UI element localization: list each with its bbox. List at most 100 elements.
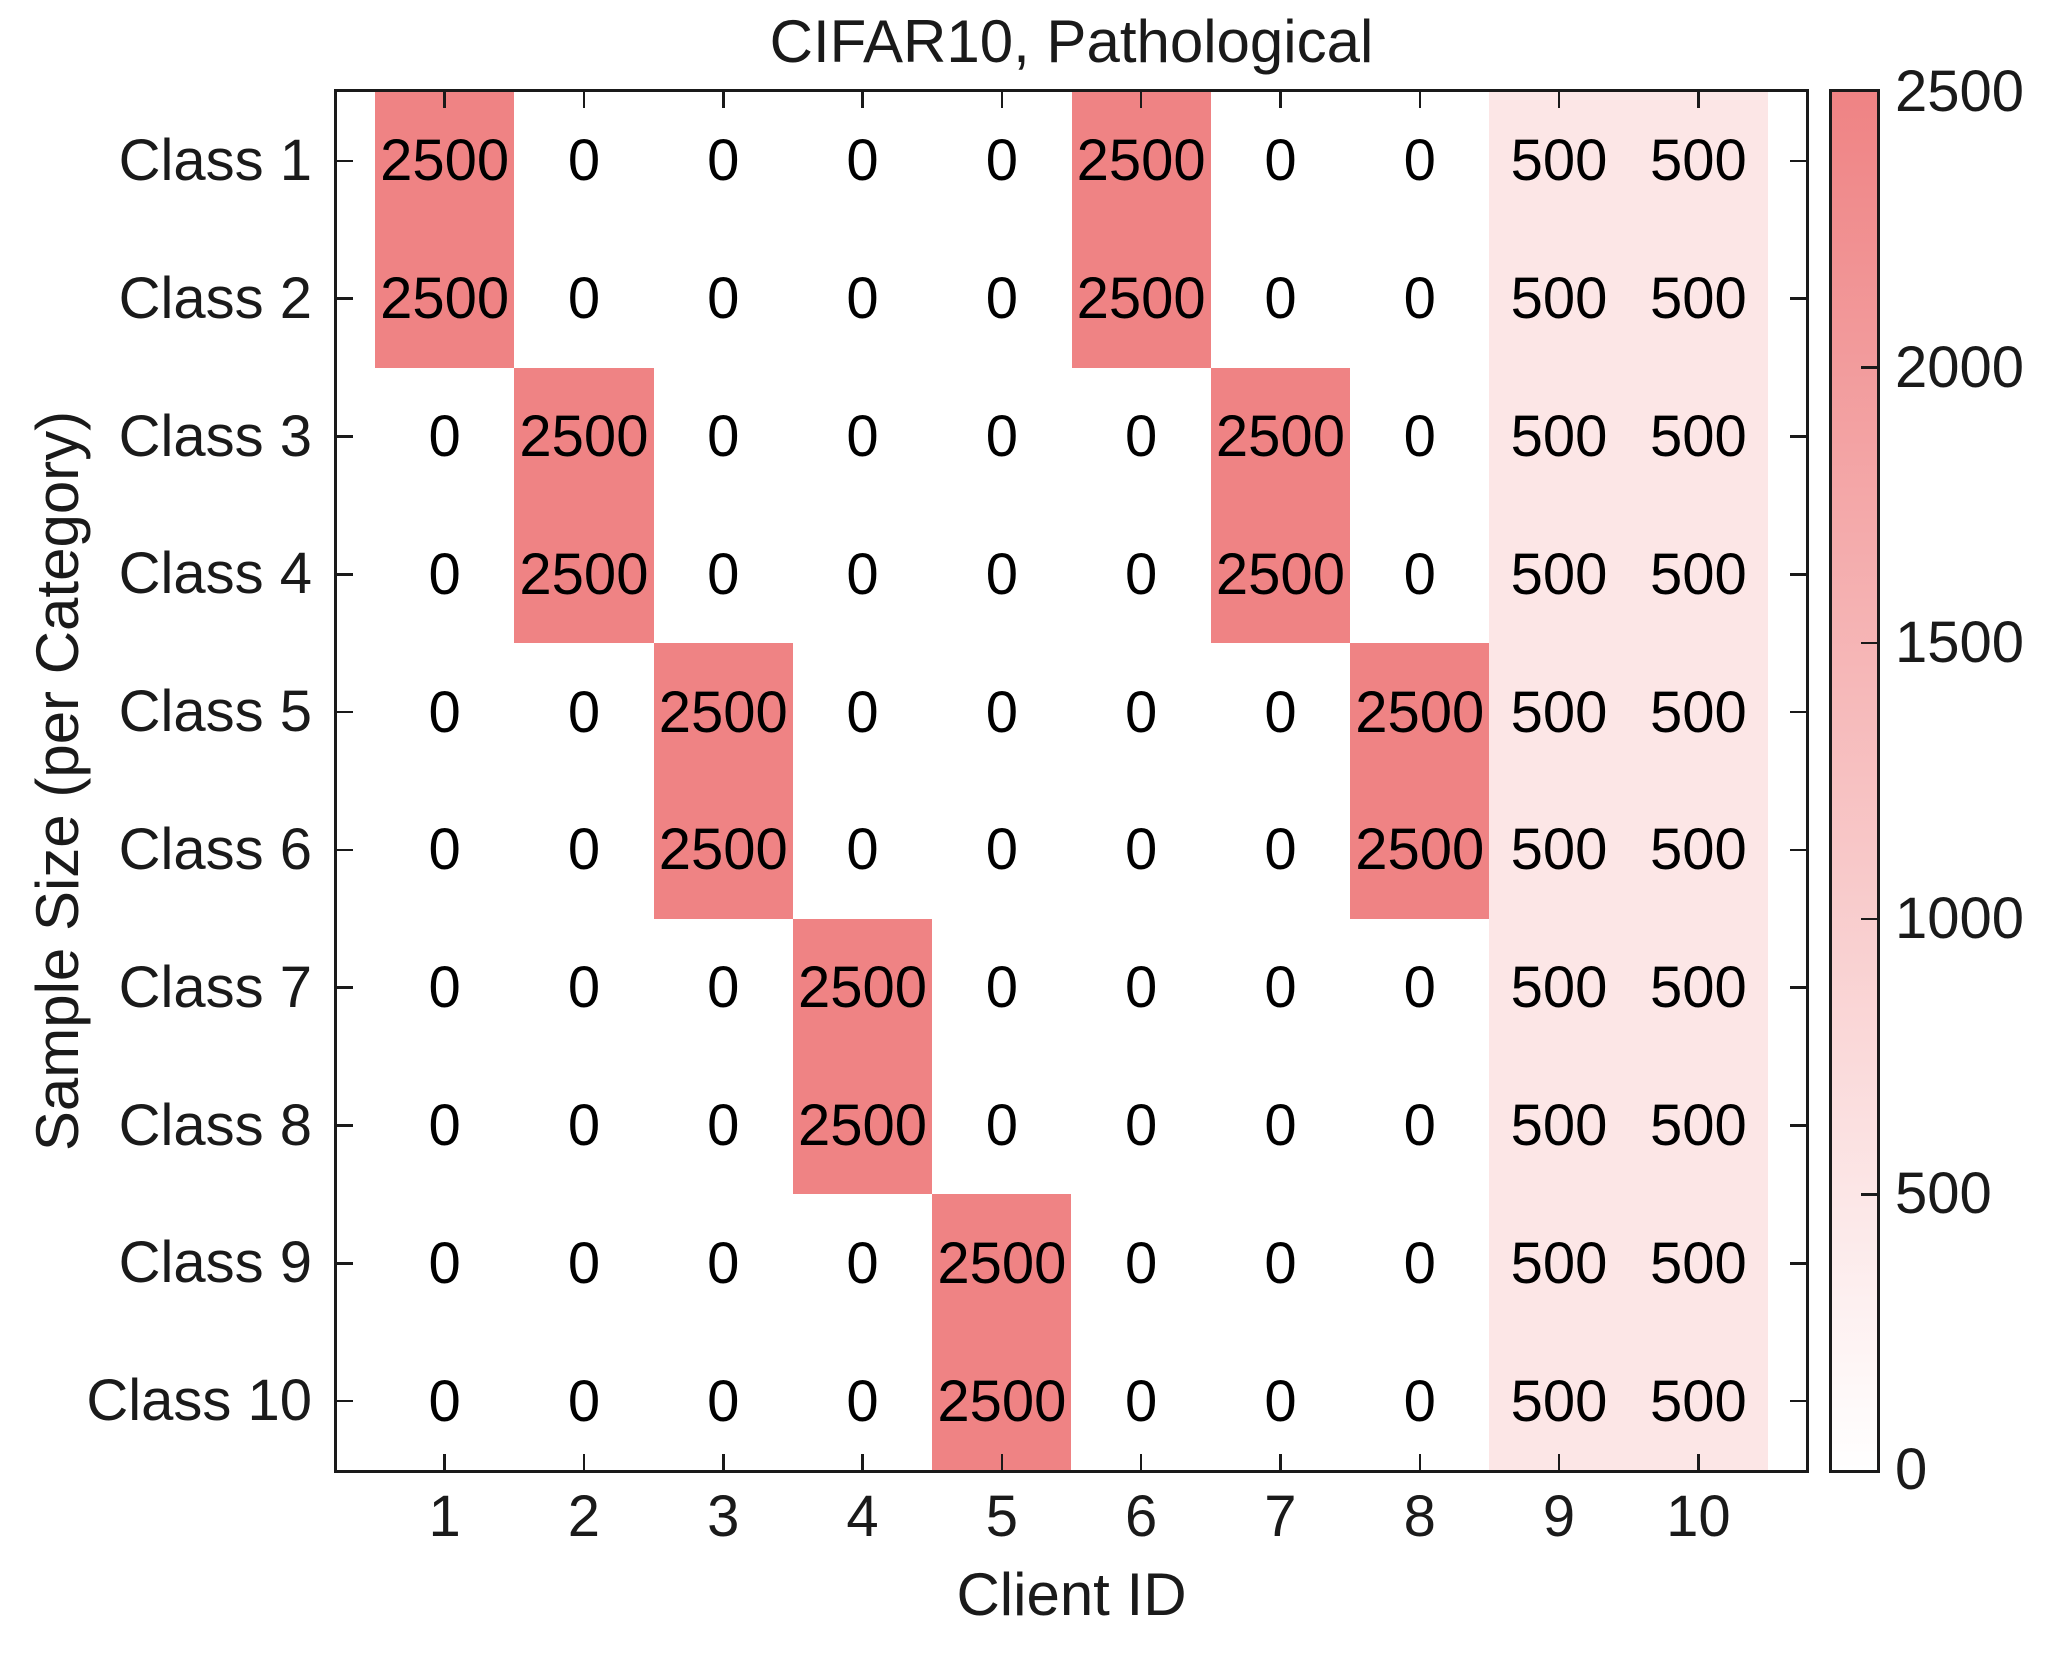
heatmap-cell: 500 bbox=[1628, 643, 1768, 781]
heatmap-cell: 0 bbox=[514, 918, 654, 1057]
heatmap-plot-area: 2500 0 0 0 0 2500 0 0 500 500 2500 0 0 0 0 2500 0 0 500 500… bbox=[334, 89, 1809, 1473]
y-tick-label: Class 4 bbox=[118, 541, 312, 607]
axis-tick bbox=[1000, 1454, 1004, 1470]
colorbar bbox=[1829, 89, 1880, 1473]
heatmap-cell: 0 bbox=[792, 643, 933, 781]
heatmap-cell: 500 bbox=[1489, 918, 1629, 1057]
heatmap-cell: 2500 bbox=[375, 92, 515, 230]
heatmap-cell: 0 bbox=[514, 1194, 654, 1333]
heatmap-cell: 0 bbox=[514, 229, 654, 368]
heatmap-cell: 0 bbox=[1350, 505, 1490, 644]
heatmap-cell: 0 bbox=[653, 1332, 793, 1470]
x-tick-label: 7 bbox=[1264, 1484, 1297, 1549]
heatmap-cell: 0 bbox=[514, 643, 654, 781]
axis-tick bbox=[443, 1454, 446, 1470]
heatmap-cell: 0 bbox=[932, 643, 1072, 781]
axis-tick bbox=[337, 986, 353, 989]
axis-tick bbox=[337, 1399, 353, 1403]
axis-tick bbox=[1418, 1454, 1421, 1470]
heatmap-cell: 2500 bbox=[1350, 781, 1490, 919]
heatmap-cell: 500 bbox=[1489, 781, 1629, 919]
heatmap-cell: 0 bbox=[932, 92, 1072, 230]
colorbar-ticks-layer bbox=[1832, 92, 1877, 1470]
x-tick-label: 10 bbox=[1666, 1484, 1731, 1549]
heatmap-cell: 2500 bbox=[1071, 229, 1211, 368]
colorbar-tick-label: 0 bbox=[1895, 1437, 1928, 1502]
heatmap-cell: 0 bbox=[1350, 1332, 1490, 1470]
x-tick-label: 5 bbox=[985, 1484, 1018, 1549]
axis-tick bbox=[1790, 159, 1806, 163]
axis-tick bbox=[337, 297, 353, 300]
heatmap-cell: 0 bbox=[375, 918, 515, 1057]
y-tick-label: Class 1 bbox=[118, 127, 312, 193]
heatmap-cell: 0 bbox=[1071, 1056, 1211, 1195]
y-tick-label: Class 2 bbox=[118, 265, 312, 331]
heatmap-cell: 0 bbox=[1071, 1332, 1211, 1470]
heatmap-cell: 0 bbox=[792, 229, 933, 368]
colorbar-tick bbox=[1861, 1193, 1877, 1196]
axis-tick bbox=[337, 1124, 353, 1127]
axis-tick bbox=[1790, 1262, 1806, 1265]
heatmap-cell: 500 bbox=[1628, 1332, 1768, 1470]
x-tick-label: 1 bbox=[428, 1484, 461, 1549]
heatmap-cell: 0 bbox=[792, 505, 933, 644]
colorbar-tick-label: 1500 bbox=[1895, 610, 2025, 676]
axis-tick bbox=[1139, 1454, 1143, 1470]
heatmap-cell: 0 bbox=[375, 1194, 515, 1333]
x-tick-label: 2 bbox=[567, 1484, 601, 1549]
axis-tick bbox=[337, 1262, 353, 1265]
heatmap-cell: 2500 bbox=[1210, 367, 1351, 506]
heatmap-cell: 0 bbox=[1350, 229, 1490, 368]
heatmap-cell: 0 bbox=[1071, 367, 1211, 506]
axis-tick bbox=[337, 573, 353, 576]
heatmap-cell: 500 bbox=[1489, 1056, 1629, 1195]
heatmap-cell: 500 bbox=[1489, 367, 1629, 506]
heatmap-cell: 0 bbox=[932, 505, 1072, 644]
heatmap-cell: 0 bbox=[932, 918, 1072, 1057]
colorbar-tick-label: 2500 bbox=[1895, 59, 2025, 124]
axis-tick bbox=[337, 848, 353, 852]
heatmap-cell: 2500 bbox=[792, 918, 933, 1057]
heatmap-cell: 0 bbox=[375, 505, 515, 644]
heatmap-cell: 500 bbox=[1489, 229, 1629, 368]
heatmap-cell: 0 bbox=[1350, 92, 1490, 230]
heatmap-cells-layer: 2500 0 0 0 0 2500 0 0 500 500 2500 0 0 0 0 2500 0 0 500 500… bbox=[337, 92, 1806, 1470]
heatmap-cell: 0 bbox=[514, 92, 654, 230]
heatmap-cell: 2500 bbox=[1350, 643, 1490, 781]
heatmap-cell: 0 bbox=[792, 1332, 933, 1470]
axis-tick bbox=[1557, 1454, 1561, 1470]
heatmap-cell: 0 bbox=[1350, 1056, 1490, 1195]
axis-tick bbox=[1790, 435, 1806, 438]
axis-tick bbox=[337, 435, 353, 438]
heatmap-cell: 0 bbox=[1210, 781, 1351, 919]
heatmap-cell: 0 bbox=[1071, 643, 1211, 781]
axis-tick bbox=[861, 1454, 864, 1470]
heatmap-cell: 0 bbox=[1071, 918, 1211, 1057]
heatmap-cell: 0 bbox=[1210, 1194, 1351, 1333]
axis-tick bbox=[582, 92, 586, 108]
heatmap-cell: 0 bbox=[1210, 92, 1351, 230]
colorbar-tick bbox=[1861, 641, 1877, 645]
heatmap-cell: 500 bbox=[1489, 643, 1629, 781]
heatmap-cell: 0 bbox=[375, 781, 515, 919]
axis-tick bbox=[1790, 710, 1806, 714]
heatmap-cell: 0 bbox=[932, 229, 1072, 368]
axis-tick bbox=[443, 92, 446, 108]
y-tick-label: Class 5 bbox=[118, 679, 312, 745]
heatmap-cell: 0 bbox=[653, 367, 793, 506]
heatmap-cell: 500 bbox=[1628, 1194, 1768, 1333]
axis-tick bbox=[337, 710, 353, 714]
heatmap-cell: 0 bbox=[792, 1194, 933, 1333]
colorbar-tick-label: 2000 bbox=[1895, 334, 2025, 400]
heatmap-cell: 0 bbox=[375, 1056, 515, 1195]
colorbar-tick bbox=[1861, 366, 1877, 369]
heatmap-cell: 500 bbox=[1628, 781, 1768, 919]
x-tick-label: 8 bbox=[1403, 1484, 1436, 1549]
axis-tick bbox=[722, 92, 725, 108]
axis-tick bbox=[1697, 92, 1700, 108]
heatmap-cell: 500 bbox=[1628, 1056, 1768, 1195]
axis-tick bbox=[861, 92, 864, 108]
axis-tick bbox=[337, 159, 353, 163]
axis-tick bbox=[1790, 986, 1806, 989]
